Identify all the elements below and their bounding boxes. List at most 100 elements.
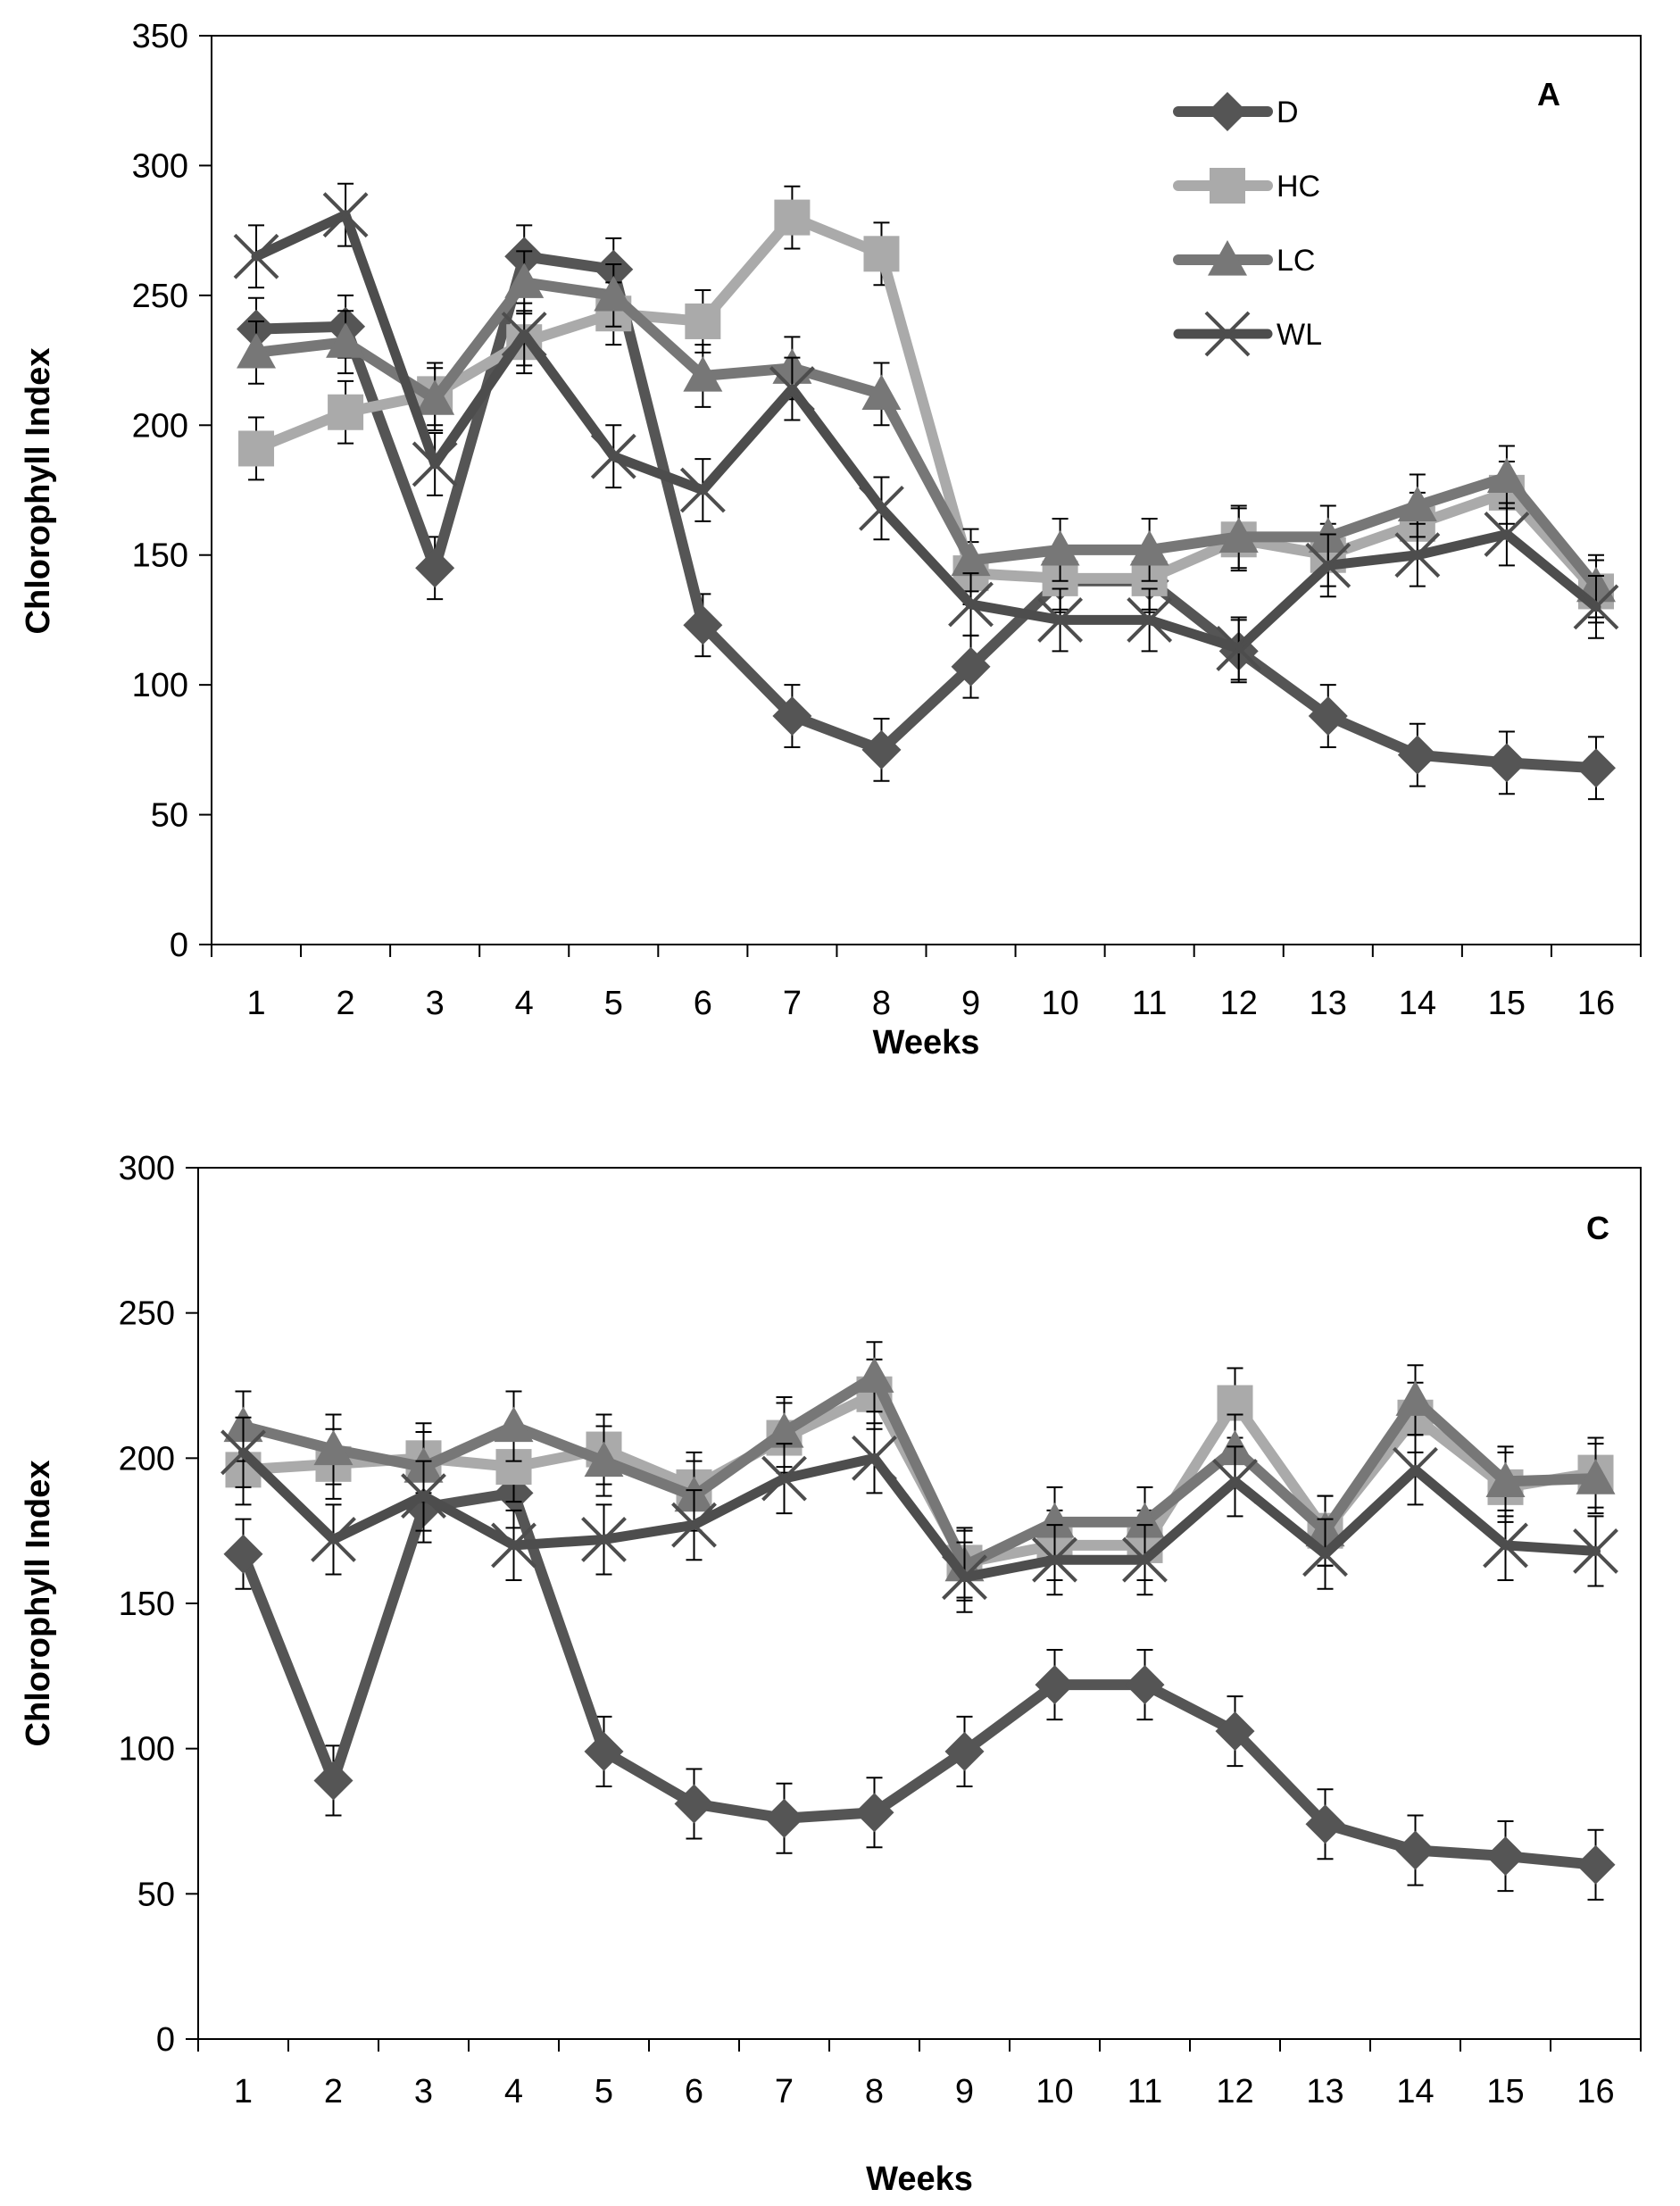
series-line [251, 277, 1601, 592]
x-axis-title: Weeks [866, 2160, 973, 2198]
data-point [415, 379, 455, 415]
data-point [942, 1554, 987, 1601]
y-tick-label: 50 [151, 797, 188, 835]
x-tick-label: 2 [324, 2073, 343, 2110]
legend: D HC LC WL [1173, 92, 1322, 357]
data-point [1485, 1461, 1526, 1497]
series-d [237, 224, 1616, 801]
x-tick-label: 9 [955, 2073, 974, 2110]
y-axis-title: Chlorophyll Index [20, 1461, 57, 1747]
data-point [859, 485, 904, 531]
data-point [584, 1441, 624, 1478]
data-point [1395, 1830, 1435, 1870]
data-point [1032, 1536, 1077, 1583]
y-tick-label: 300 [132, 147, 188, 185]
legend-marker [1204, 311, 1251, 357]
series-d [223, 1457, 1616, 1901]
series-line [237, 1487, 1601, 1870]
legend-label: D [1277, 96, 1299, 129]
legend-marker [1208, 92, 1247, 131]
x-tick-label: 9 [961, 985, 980, 1022]
y-tick-label: 250 [119, 1295, 175, 1333]
data-point [769, 366, 815, 412]
data-point [1125, 1502, 1165, 1538]
data-point [1215, 1711, 1255, 1752]
y-tick-label: 150 [132, 537, 188, 575]
data-point [1040, 529, 1080, 566]
x-tick-label: 8 [865, 2073, 884, 2110]
y-tick-label: 50 [137, 1876, 175, 1913]
x-tick-label: 15 [1486, 2073, 1524, 2110]
data-point [685, 303, 721, 339]
panel-label: C [1586, 1210, 1609, 1246]
y-tick-label: 250 [132, 278, 188, 315]
data-point [854, 1793, 894, 1833]
y-tick-label: 100 [119, 1731, 175, 1769]
x-tick-label: 15 [1488, 985, 1526, 1022]
data-point [1573, 584, 1619, 630]
x-tick-label: 6 [685, 2073, 703, 2110]
data-point [1485, 1836, 1526, 1877]
x-tick-label: 3 [426, 985, 445, 1022]
data-point [584, 1731, 624, 1771]
series-line [251, 251, 1601, 774]
y-tick-label: 200 [119, 1440, 175, 1478]
data-point [1486, 457, 1526, 494]
series-lc [223, 1341, 1616, 1602]
data-point [683, 356, 723, 392]
x-tick-label: 13 [1306, 2073, 1343, 2110]
data-point [764, 1412, 804, 1448]
data-point [1305, 1804, 1345, 1844]
y-tick-label: 300 [119, 1150, 175, 1187]
legend-label: HC [1277, 170, 1320, 204]
plot-area [197, 1167, 1642, 2040]
plot-area [211, 35, 1642, 945]
data-point [1576, 1459, 1616, 1494]
series-line [251, 210, 1601, 653]
y-axis-title: Chlorophyll Index [20, 348, 57, 635]
data-point [772, 696, 812, 737]
data-point [313, 1429, 353, 1466]
x-tick-label: 8 [872, 985, 891, 1022]
x-tick-label: 7 [775, 2073, 794, 2110]
legend-label: WL [1277, 318, 1322, 352]
data-point [1035, 1665, 1075, 1705]
data-point [581, 1517, 627, 1562]
data-point [1305, 542, 1351, 588]
data-point [238, 430, 275, 467]
x-tick-label: 10 [1041, 985, 1078, 1022]
data-point [1125, 1665, 1165, 1705]
x-tick-label: 5 [595, 2073, 613, 2110]
x-tick-label: 13 [1310, 985, 1347, 1022]
x-tick-label: 7 [783, 985, 802, 1022]
series-wl [220, 1416, 1618, 1613]
data-point [1212, 1458, 1258, 1504]
x-tick-label: 3 [414, 2073, 433, 2110]
x-tick-label: 10 [1035, 2073, 1073, 2110]
data-point [237, 332, 277, 369]
data-point [491, 1522, 536, 1569]
data-point [863, 236, 900, 272]
data-point [328, 394, 364, 430]
data-point [1573, 1528, 1618, 1574]
series-line [251, 212, 1601, 597]
series-line [238, 1447, 1601, 1583]
data-point [415, 548, 455, 588]
data-point [590, 433, 636, 479]
data-point [322, 192, 369, 238]
legend-marker [1208, 240, 1247, 276]
data-point [1302, 1531, 1348, 1577]
y-tick-label: 150 [119, 1586, 175, 1623]
data-point [401, 1473, 446, 1519]
data-point [223, 1534, 263, 1574]
data-point [683, 605, 723, 645]
x-tick-label: 12 [1216, 2073, 1253, 2110]
x-tick-label: 11 [1127, 2073, 1162, 2110]
data-point [774, 199, 811, 236]
data-point [1395, 1380, 1435, 1416]
data-point [594, 275, 634, 312]
data-point [220, 1429, 266, 1476]
y-tick-label: 100 [132, 667, 188, 704]
data-point [1397, 735, 1437, 775]
